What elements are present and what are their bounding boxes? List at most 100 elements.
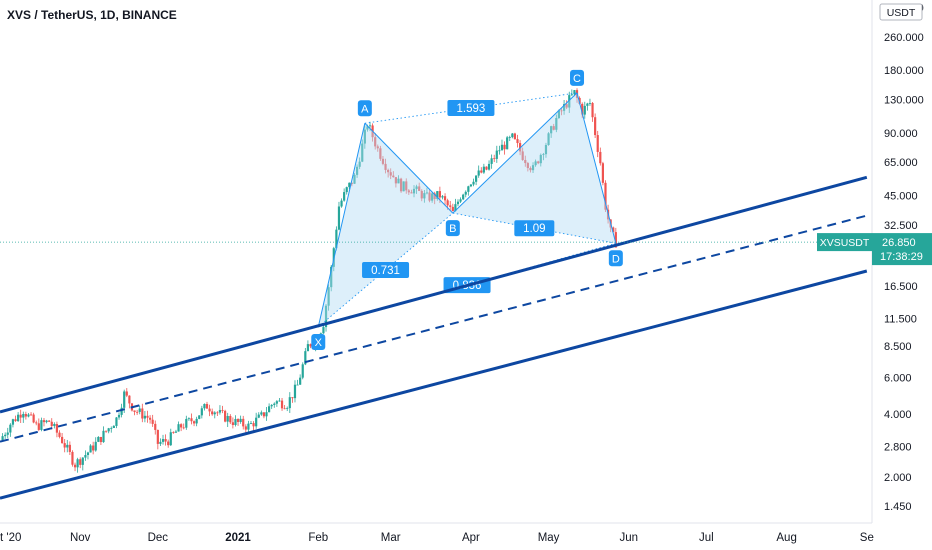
chart-title: XVS / TetherUS, 1D, BINANCE bbox=[7, 8, 177, 22]
candle-body bbox=[490, 158, 493, 164]
candle-body bbox=[236, 418, 240, 422]
candle-body bbox=[211, 411, 214, 415]
time-tick-label: Jun bbox=[619, 532, 638, 544]
unit-badge bbox=[879, 3, 923, 21]
candle-body bbox=[280, 400, 284, 409]
pattern-leg[interactable] bbox=[576, 92, 617, 244]
candle-body bbox=[604, 182, 607, 210]
candle-body bbox=[550, 126, 553, 134]
candle-body bbox=[482, 166, 485, 173]
candle-body bbox=[570, 94, 573, 96]
point-label-b: B bbox=[449, 223, 456, 235]
ratio-label: 0.731 bbox=[371, 265, 400, 277]
candle-body bbox=[518, 143, 522, 152]
candle-body bbox=[348, 182, 351, 188]
candle-body bbox=[381, 158, 385, 164]
candle-body bbox=[355, 166, 359, 175]
candle-body bbox=[397, 178, 400, 184]
candle-body bbox=[343, 192, 346, 201]
candle-body bbox=[224, 410, 227, 422]
parallel-channel[interactable] bbox=[0, 175, 868, 500]
candle-body bbox=[508, 137, 511, 138]
time-tick-label: May bbox=[538, 532, 560, 544]
channel-lower-line[interactable] bbox=[0, 269, 868, 500]
pattern-leg[interactable] bbox=[452, 92, 578, 214]
candle-body bbox=[537, 161, 540, 164]
candle-body bbox=[477, 170, 480, 176]
candle-body bbox=[92, 445, 95, 451]
candle-body bbox=[410, 192, 413, 194]
candle-body bbox=[89, 445, 92, 453]
candle-body bbox=[433, 193, 436, 199]
candle-body bbox=[63, 443, 66, 448]
price-tick-label: 130.000 bbox=[884, 95, 924, 107]
candle-body bbox=[358, 161, 361, 167]
candle-body bbox=[249, 423, 253, 424]
candle-body bbox=[200, 408, 203, 416]
candle-body bbox=[226, 416, 229, 422]
candle-body bbox=[19, 414, 22, 418]
candle-body bbox=[304, 351, 307, 365]
candle-body bbox=[469, 184, 473, 187]
price-tick-label: 11.500 bbox=[884, 314, 917, 326]
candle-body bbox=[601, 163, 604, 183]
candle-body bbox=[45, 420, 48, 423]
candle-body bbox=[330, 266, 333, 288]
candle-body bbox=[94, 441, 97, 451]
pattern-leg[interactable] bbox=[364, 122, 454, 214]
candle-body bbox=[581, 103, 584, 115]
candle-body bbox=[374, 137, 377, 147]
candle-body bbox=[547, 133, 550, 145]
point-badge-a bbox=[357, 100, 372, 117]
candle-body bbox=[40, 420, 43, 430]
candle-body bbox=[6, 432, 9, 435]
candle-body bbox=[125, 391, 128, 396]
candle-body bbox=[58, 432, 61, 437]
candle-body bbox=[68, 444, 71, 452]
price-tick-label: 4.000 bbox=[884, 409, 912, 421]
price-tick-label: 260.000 bbox=[884, 32, 924, 44]
candle-body bbox=[136, 411, 139, 413]
candle-body bbox=[599, 151, 602, 164]
candle-body bbox=[293, 384, 297, 399]
time-tick-label: Aug bbox=[776, 532, 796, 544]
candle-body bbox=[242, 418, 245, 427]
candle-body bbox=[1, 436, 4, 441]
candle-body bbox=[368, 125, 372, 127]
candle-body bbox=[542, 154, 545, 155]
price-axis-labels: 360.000260.000180.000130.00090.00065.000… bbox=[879, 2, 924, 513]
channel-upper-line[interactable] bbox=[0, 175, 868, 414]
candle-body bbox=[524, 159, 527, 164]
candle-body bbox=[275, 401, 278, 404]
candle-body bbox=[516, 139, 519, 144]
candle-body bbox=[586, 103, 589, 106]
candle-body bbox=[495, 150, 498, 159]
candle-body bbox=[539, 154, 542, 164]
candle-body bbox=[174, 431, 178, 433]
candle-body bbox=[415, 186, 418, 189]
candle-body bbox=[446, 200, 449, 206]
candle-body bbox=[138, 408, 141, 412]
candle-body bbox=[143, 415, 147, 419]
candle-body bbox=[53, 424, 56, 426]
candle-body bbox=[480, 170, 483, 173]
time-axis[interactable] bbox=[0, 523, 932, 550]
candle-body bbox=[71, 451, 74, 465]
pattern-triangle-bcd bbox=[452, 92, 616, 244]
pattern-leg[interactable] bbox=[317, 123, 366, 328]
candle-body bbox=[270, 404, 273, 407]
candle-body bbox=[273, 403, 276, 405]
candle-body bbox=[22, 413, 25, 418]
candle-body bbox=[154, 423, 157, 430]
time-tick-label: Dec bbox=[148, 532, 169, 544]
candle-body bbox=[55, 424, 59, 433]
candle-body bbox=[531, 165, 535, 171]
candle-body bbox=[309, 344, 312, 347]
candle-body bbox=[283, 408, 286, 410]
candle-body bbox=[76, 459, 79, 468]
candle-body bbox=[104, 430, 108, 432]
candle-body bbox=[11, 419, 15, 425]
